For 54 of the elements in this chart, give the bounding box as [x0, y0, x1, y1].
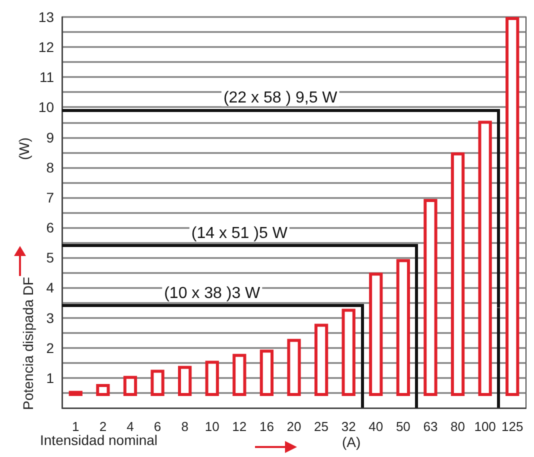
bar [178, 366, 192, 396]
x-tick-label: 125 [502, 419, 524, 434]
x-tick-label: 12 [232, 419, 247, 434]
x-tick-label: 80 [450, 419, 465, 434]
x-tick-label: 63 [423, 419, 438, 434]
ref-line-label: (14 x 51 )5 W [191, 225, 288, 242]
ref-line-label: (22 x 58 ) 9,5 W [223, 90, 338, 107]
y-tick-label: 6 [46, 220, 54, 236]
y-tick-label: 7 [46, 189, 54, 206]
y-tick-label: 13 [38, 9, 54, 25]
x-tick-label: 32 [341, 419, 356, 434]
bar [478, 120, 492, 396]
y-tick-label: 10 [38, 99, 54, 116]
bar [123, 376, 138, 396]
y-tick-label: 5 [46, 250, 54, 266]
x-tick-label: 6 [154, 419, 162, 434]
bar [205, 360, 219, 396]
x-tick-label: 16 [259, 419, 274, 434]
bar [232, 354, 246, 396]
y-tick-label: 9 [46, 129, 54, 146]
bar [450, 152, 465, 396]
x-tick-label: 20 [286, 419, 302, 434]
bar [396, 259, 410, 396]
bar [342, 308, 356, 396]
x-tick-label: 25 [314, 419, 329, 434]
bar [68, 390, 82, 396]
x-tick-label: 100 [474, 419, 496, 434]
text: (A) [342, 434, 361, 450]
x-tick-label: 8 [181, 419, 188, 434]
x-tick-label: 40 [368, 419, 384, 434]
x-axis-title: Intensidad nominal [40, 432, 158, 448]
y-tick-label: 1 [46, 370, 54, 386]
bar [150, 370, 164, 396]
ref-line-label: (10 x 38 )3 W [164, 285, 262, 302]
y-tick-label: 11 [39, 69, 54, 86]
bar [96, 384, 110, 396]
x-tick-label: 10 [204, 419, 220, 434]
text: (W) [16, 137, 32, 160]
bar [314, 324, 328, 396]
bar [260, 350, 274, 396]
bar [424, 198, 438, 396]
y-tick-label: 12 [38, 39, 54, 56]
y-tick-label: 2 [46, 340, 54, 356]
bar [506, 17, 520, 396]
y-tick-label: 4 [46, 280, 54, 296]
x-tick-label: 4 [126, 419, 134, 434]
y-axis-title: Potencia disipada DF [20, 276, 36, 410]
x-tick-label: 2 [99, 419, 107, 434]
y-tick-label: 8 [46, 159, 54, 176]
bar [369, 272, 383, 396]
bar [287, 338, 301, 396]
y-tick-label: 3 [46, 310, 54, 326]
x-tick-label: 1 [72, 419, 80, 434]
x-tick-label: 50 [396, 419, 410, 434]
